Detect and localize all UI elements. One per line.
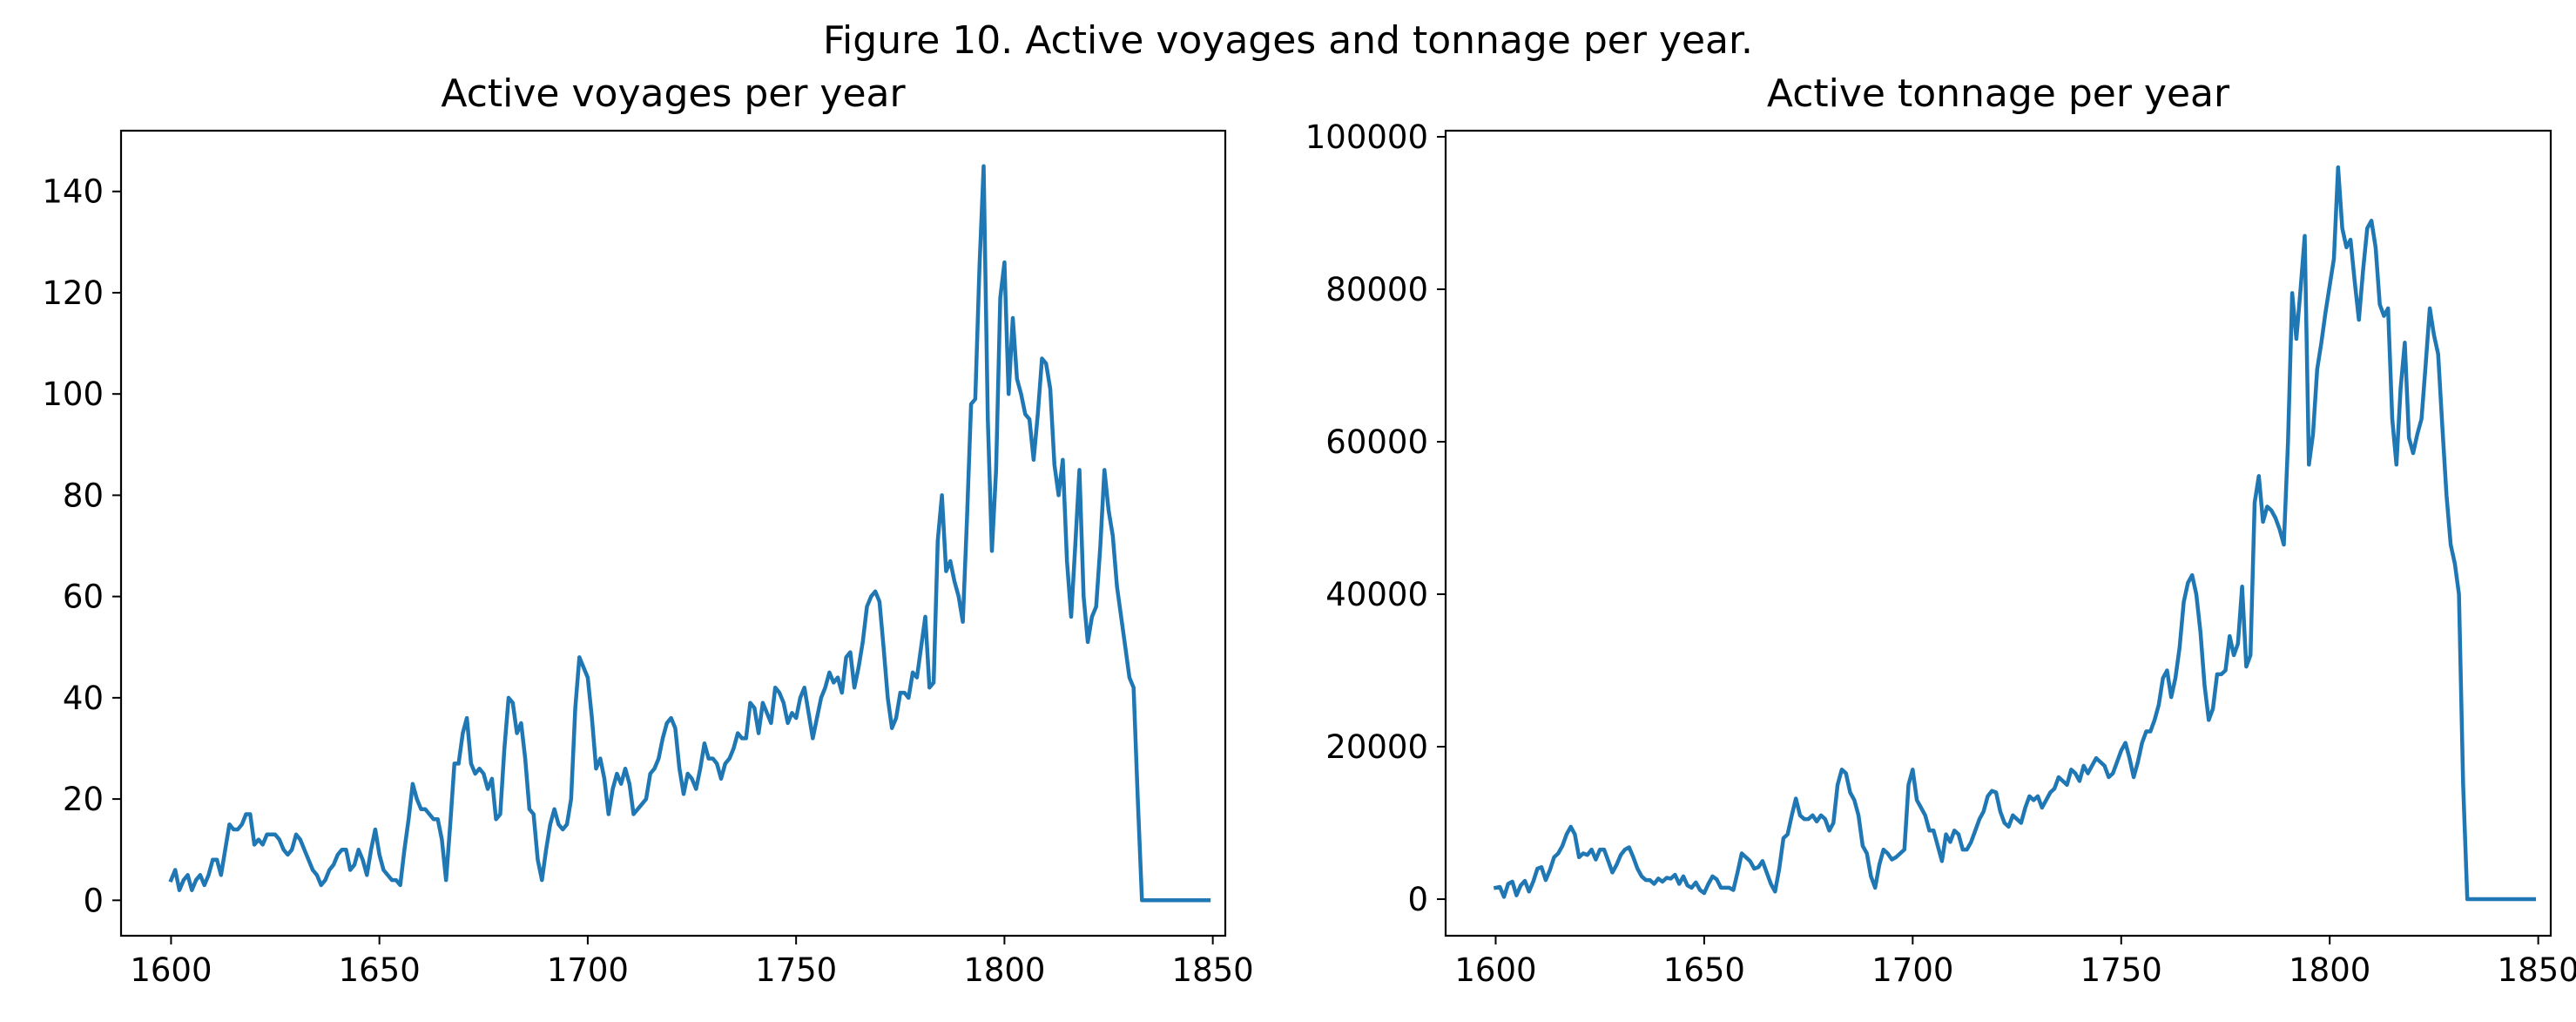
x-tick-label: 1750 bbox=[755, 951, 837, 989]
series-line-voyages bbox=[168, 164, 1211, 903]
chart-active-tonnage: Active tonnage per year 1600 1650 1700 1750 1… bbox=[1305, 71, 2576, 989]
x-tick-label: 1700 bbox=[547, 951, 629, 989]
y-tick-label: 60000 bbox=[1325, 423, 1428, 461]
y-tick-label: 60 bbox=[63, 579, 104, 616]
y-tick-label: 40000 bbox=[1325, 576, 1428, 613]
chart-title: Active tonnage per year bbox=[1767, 71, 2230, 116]
y-tick-label: 20000 bbox=[1325, 728, 1428, 766]
y-tick-label: 140 bbox=[42, 173, 104, 211]
y-tick-label: 120 bbox=[42, 274, 104, 312]
y-tick-label: 0 bbox=[1407, 881, 1428, 918]
x-tick-label: 1650 bbox=[1663, 951, 1745, 989]
x-tick-label: 1700 bbox=[1871, 951, 1953, 989]
x-tick-label: 1750 bbox=[2080, 951, 2162, 989]
y-tick-label: 80 bbox=[63, 477, 104, 514]
x-tick-label: 1850 bbox=[1172, 951, 1254, 989]
x-tick-label: 1850 bbox=[2498, 951, 2576, 989]
x-tick-label: 1800 bbox=[2289, 951, 2370, 989]
y-tick-label: 80000 bbox=[1325, 271, 1428, 308]
x-tick-label: 1650 bbox=[339, 951, 421, 989]
y-tick-label: 20 bbox=[63, 781, 104, 818]
chart-title: Active voyages per year bbox=[441, 71, 906, 116]
x-tick-label: 1600 bbox=[130, 951, 212, 989]
y-tick-label: 100000 bbox=[1305, 118, 1428, 156]
y-tick-label: 40 bbox=[63, 680, 104, 717]
series-line-tonnage bbox=[1493, 165, 2537, 902]
y-tick-label: 100 bbox=[42, 376, 104, 413]
x-tick-label: 1800 bbox=[963, 951, 1045, 989]
chart-active-voyages: Active voyages per year 1600 1650 1700 1750 1… bbox=[42, 71, 1253, 989]
x-tick-label: 1600 bbox=[1454, 951, 1536, 989]
axes-frame bbox=[119, 129, 1227, 937]
figure-title: Figure 10. Active voyages and tonnage pe… bbox=[823, 18, 1753, 63]
axes-frame bbox=[1444, 129, 2552, 937]
y-tick-label: 0 bbox=[83, 882, 104, 919]
